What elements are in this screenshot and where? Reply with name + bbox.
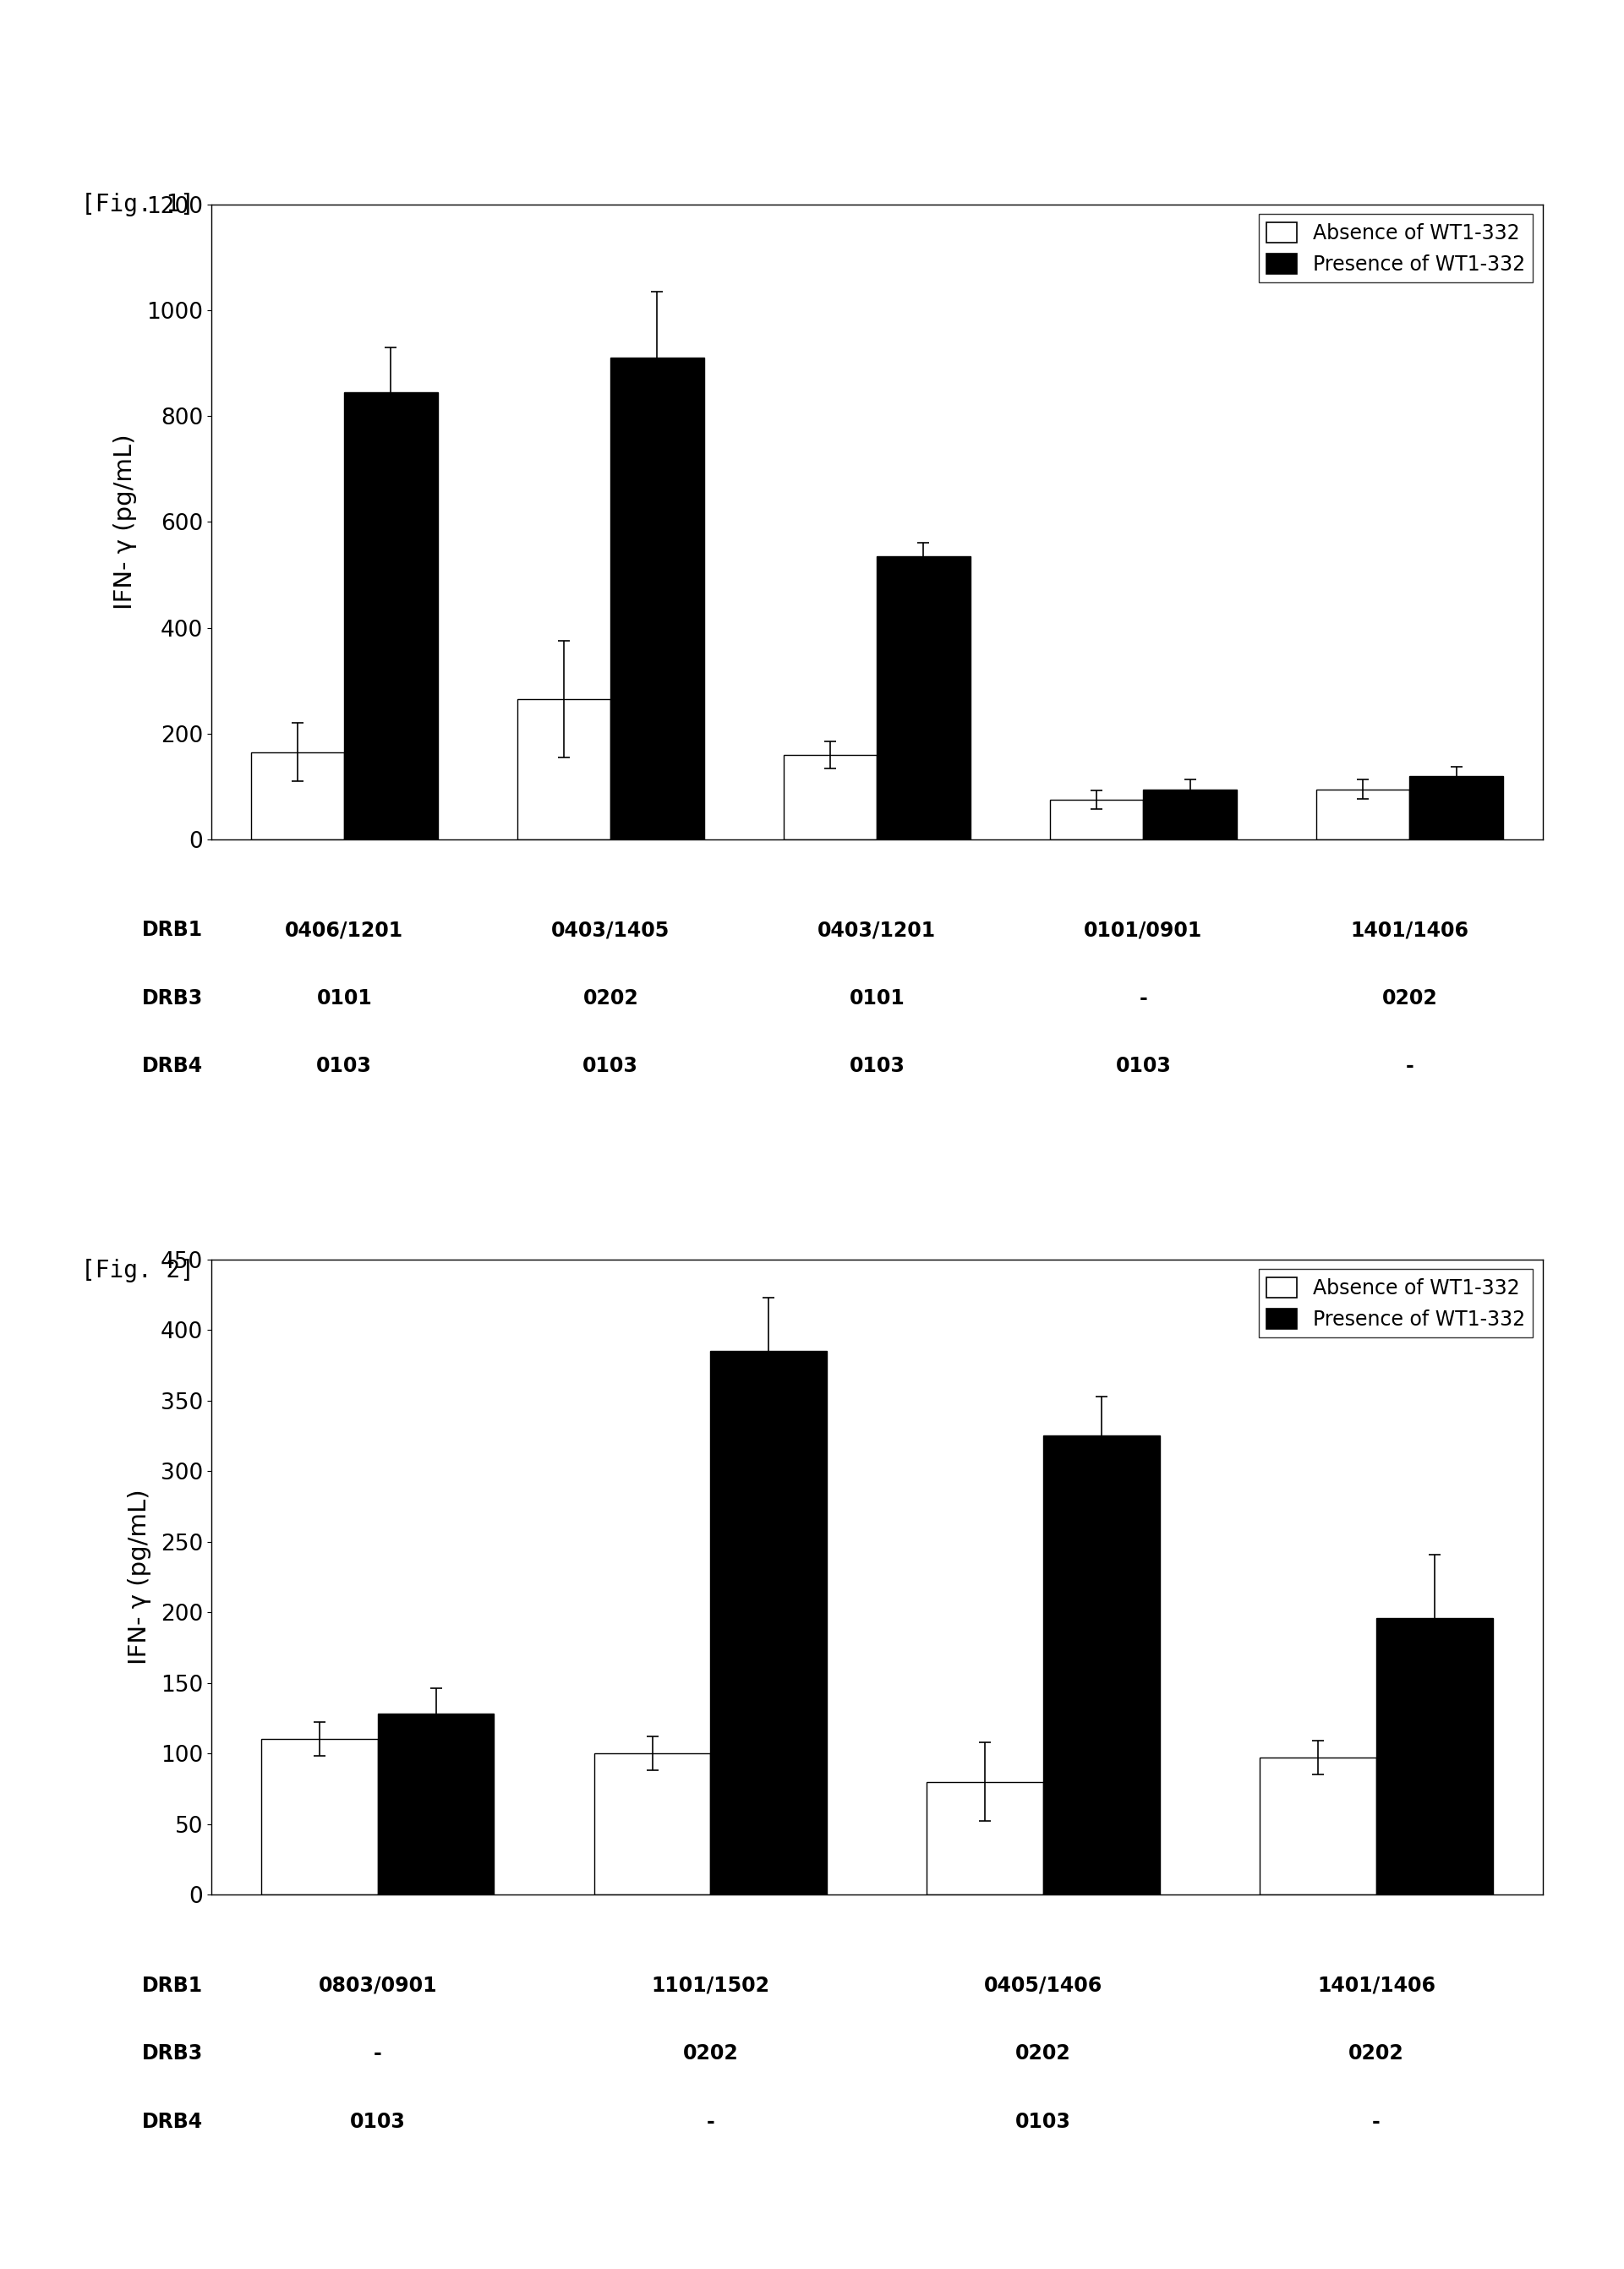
Text: 0101/0901: 0101/0901: [1083, 921, 1203, 939]
Bar: [377, 1713, 494, 1895]
Text: 0405/1406: 0405/1406: [984, 1976, 1103, 1994]
Bar: [927, 1781, 1043, 1895]
Legend: Absence of WT1-332, Presence of WT1-332: Absence of WT1-332, Presence of WT1-332: [1259, 1268, 1533, 1339]
Text: 0103: 0103: [349, 2112, 406, 2131]
Legend: Absence of WT1-332, Presence of WT1-332: Absence of WT1-332, Presence of WT1-332: [1259, 213, 1533, 284]
Text: DRB4: DRB4: [141, 1057, 203, 1076]
Text: 0406/1201: 0406/1201: [286, 921, 403, 939]
Text: [Fig. 2]: [Fig. 2]: [81, 1259, 195, 1282]
Text: DRB3: DRB3: [141, 989, 203, 1007]
Text: -: -: [1138, 989, 1148, 1007]
Bar: [518, 699, 611, 840]
Bar: [1260, 1758, 1376, 1895]
Text: -: -: [1405, 1057, 1415, 1076]
Text: DRB4: DRB4: [141, 2112, 203, 2131]
Text: 0202: 0202: [1348, 2044, 1405, 2063]
Bar: [1410, 776, 1502, 840]
Y-axis label: IFN- γ (pg/mL): IFN- γ (pg/mL): [114, 433, 136, 610]
Text: 0403/1201: 0403/1201: [818, 921, 935, 939]
Bar: [1376, 1618, 1492, 1895]
Text: 0103: 0103: [1015, 2112, 1072, 2131]
Text: 0202: 0202: [1015, 2044, 1072, 2063]
Bar: [261, 1740, 377, 1895]
Bar: [1317, 790, 1410, 840]
Text: DRB1: DRB1: [141, 921, 203, 939]
Text: DRB1: DRB1: [141, 1976, 203, 1994]
Text: 0101: 0101: [317, 989, 372, 1007]
Text: 0101: 0101: [849, 989, 905, 1007]
Text: 1101/1502: 1101/1502: [651, 1976, 770, 1994]
Text: 0103: 0103: [317, 1057, 372, 1076]
Text: 0202: 0202: [682, 2044, 739, 2063]
Text: -: -: [1372, 2112, 1380, 2131]
Bar: [784, 756, 877, 840]
Bar: [594, 1754, 710, 1895]
Text: 1401/1406: 1401/1406: [1317, 1976, 1436, 1994]
Bar: [1043, 1436, 1160, 1895]
Bar: [611, 359, 703, 840]
Text: 0103: 0103: [849, 1057, 905, 1076]
Text: 0202: 0202: [583, 989, 638, 1007]
Text: DRB3: DRB3: [141, 2044, 203, 2063]
Bar: [252, 751, 344, 840]
Text: 0202: 0202: [1382, 989, 1437, 1007]
Text: 0803/0901: 0803/0901: [318, 1976, 437, 1994]
Bar: [1051, 799, 1143, 840]
Text: 0103: 0103: [583, 1057, 638, 1076]
Text: 0403/1405: 0403/1405: [551, 921, 671, 939]
Y-axis label: IFN- γ (pg/mL): IFN- γ (pg/mL): [127, 1488, 151, 1665]
Text: [Fig. 1]: [Fig. 1]: [81, 193, 195, 216]
Bar: [1143, 790, 1236, 840]
Bar: [711, 1350, 827, 1895]
Text: -: -: [706, 2112, 715, 2131]
Bar: [344, 393, 437, 840]
Text: 0103: 0103: [1116, 1057, 1171, 1076]
Text: -: -: [374, 2044, 382, 2063]
Text: 1401/1406: 1401/1406: [1351, 921, 1468, 939]
Bar: [877, 556, 970, 840]
